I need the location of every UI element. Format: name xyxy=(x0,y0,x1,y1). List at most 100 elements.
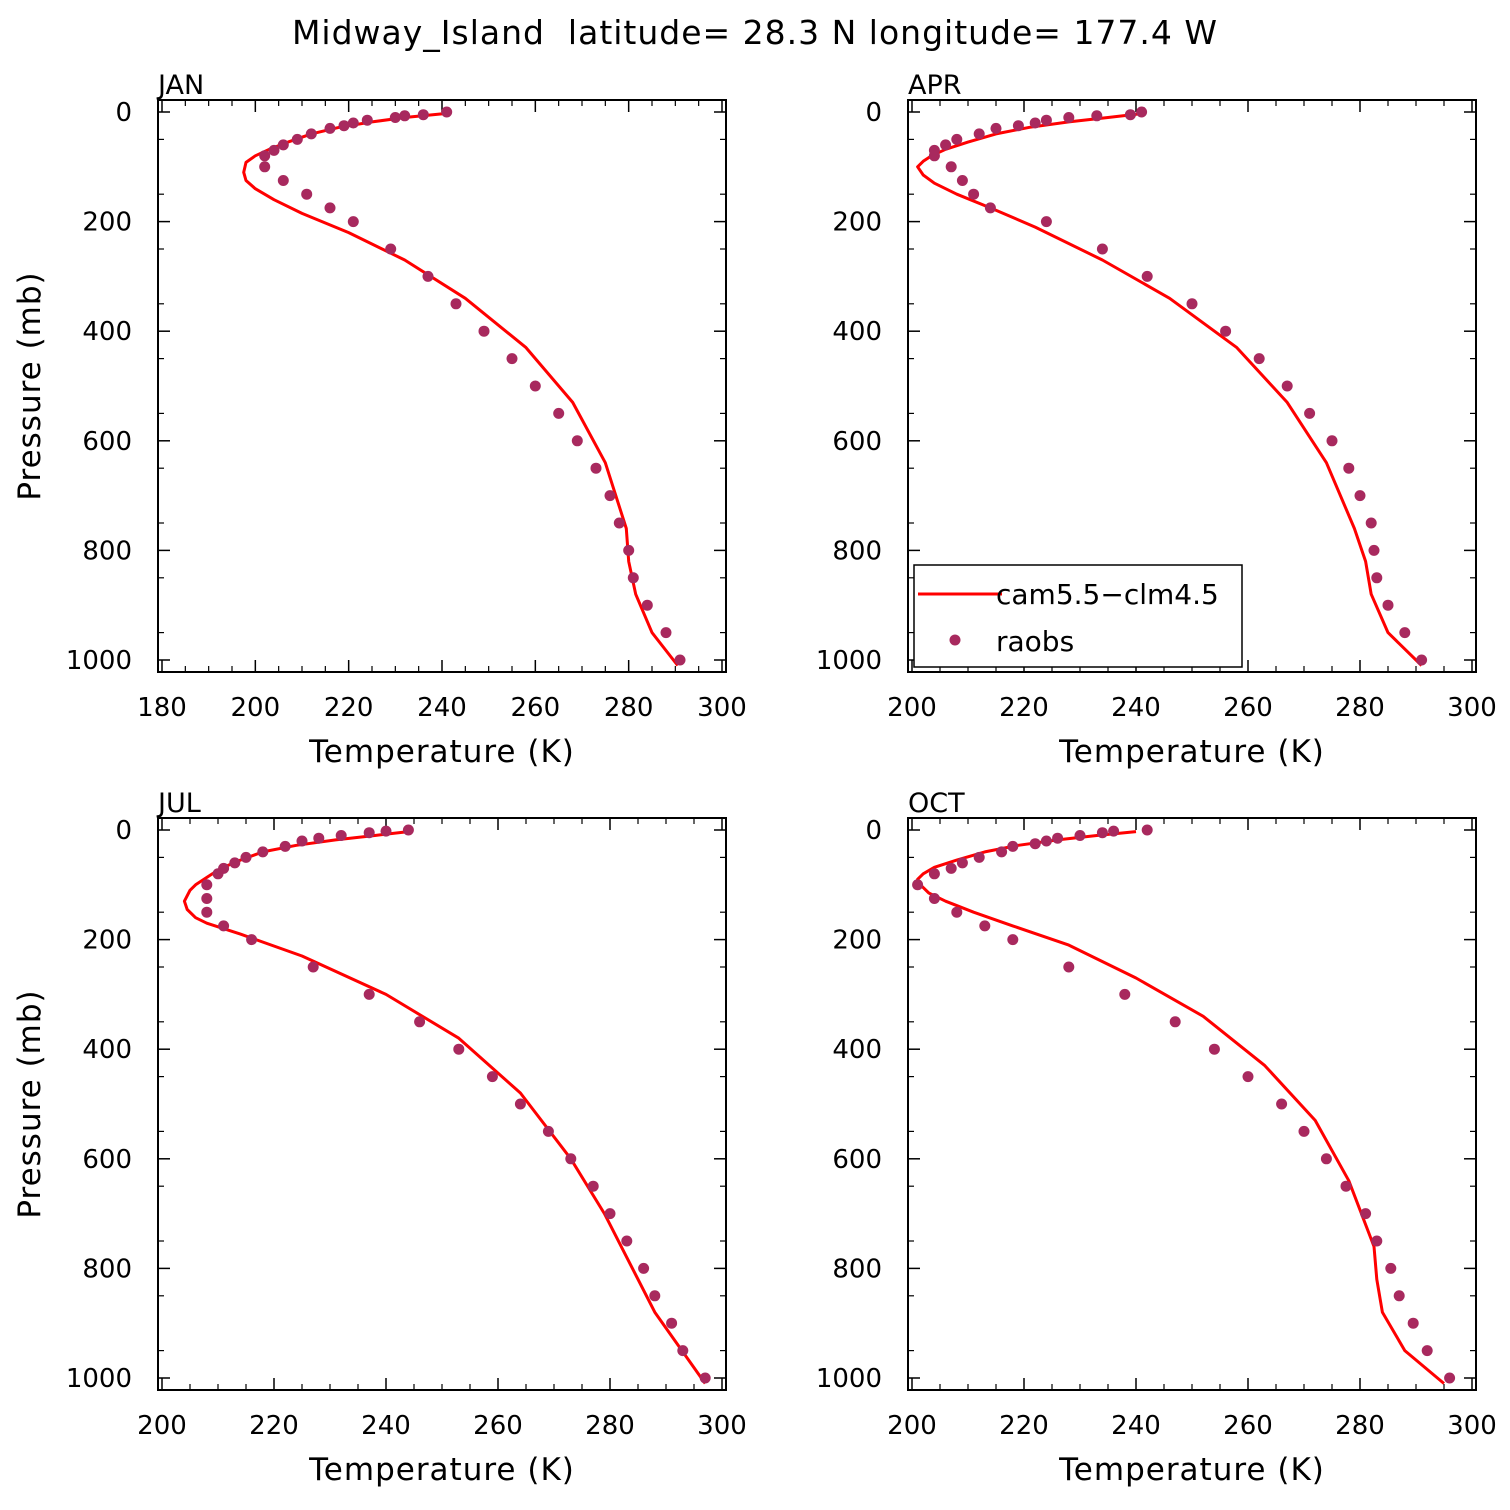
legend-dot-swatch xyxy=(949,634,961,646)
obs-point xyxy=(1298,1125,1310,1137)
obs-point xyxy=(201,893,213,904)
obs-point xyxy=(1242,1071,1254,1083)
legend-model-label: cam5.5−clm4.5 xyxy=(996,578,1219,611)
obs-point xyxy=(506,353,518,365)
obs-point xyxy=(912,879,924,891)
plot-frame xyxy=(157,99,727,673)
plot-frame xyxy=(907,817,1477,1391)
x-tick-label: 220 xyxy=(999,1411,1049,1441)
model-line xyxy=(916,830,1445,1385)
obs-point xyxy=(542,1125,554,1137)
obs-point xyxy=(1208,1043,1220,1055)
obs-point xyxy=(453,1043,465,1055)
obs-point xyxy=(259,161,271,173)
obs-point xyxy=(973,851,985,863)
y-tick-label: 1000 xyxy=(66,646,132,676)
obs-point xyxy=(604,1208,616,1220)
x-tick-label: 240 xyxy=(417,693,467,723)
obs-point xyxy=(979,920,991,932)
obs-point xyxy=(1220,325,1232,337)
obs-point xyxy=(277,139,289,151)
obs-point xyxy=(1029,838,1041,850)
obs-point xyxy=(565,1153,577,1165)
plot-data xyxy=(916,106,1428,667)
obs-point xyxy=(1393,1290,1405,1302)
obs-point xyxy=(277,175,289,186)
y-tick-label: 0 xyxy=(865,98,882,128)
obs-point xyxy=(380,825,392,837)
obs-point xyxy=(623,544,635,556)
obs-point xyxy=(335,830,347,841)
obs-point xyxy=(279,840,291,852)
y-axis-title: Pressure (mb) xyxy=(12,989,48,1218)
y-tick-label: 200 xyxy=(82,208,132,238)
obs-point xyxy=(1444,1372,1456,1384)
x-tick-label: 260 xyxy=(1223,693,1273,723)
obs-point xyxy=(1108,825,1120,837)
legend-box xyxy=(913,564,1243,668)
obs-point xyxy=(201,879,213,891)
y-tick-label: 0 xyxy=(115,816,132,846)
x-tick-label: 280 xyxy=(1335,693,1385,723)
obs-point xyxy=(212,868,224,880)
x-tick-label: 260 xyxy=(1223,1411,1273,1441)
obs-point xyxy=(1368,544,1380,556)
obs-point xyxy=(641,599,653,611)
obs-point xyxy=(291,133,303,145)
obs-point xyxy=(973,128,985,140)
y-tick-label: 400 xyxy=(82,317,132,347)
y-tick-label: 0 xyxy=(865,816,882,846)
obs-point xyxy=(1096,827,1108,839)
obs-point xyxy=(1399,627,1411,639)
panel-label: APR xyxy=(908,70,962,101)
obs-point xyxy=(660,627,672,639)
obs-point xyxy=(296,835,308,847)
obs-point xyxy=(385,243,397,255)
obs-point xyxy=(1253,353,1265,365)
y-tick-label: 800 xyxy=(82,1254,132,1284)
y-tick-label: 400 xyxy=(832,1035,882,1065)
obs-point xyxy=(313,832,325,844)
obs-point xyxy=(229,857,241,869)
x-tick-label: 280 xyxy=(1335,1411,1385,1441)
obs-point xyxy=(486,1071,498,1083)
obs-point xyxy=(649,1290,661,1302)
obs-point xyxy=(604,490,616,502)
obs-point xyxy=(928,150,940,162)
y-tick-label: 600 xyxy=(832,1145,882,1175)
obs-point xyxy=(347,216,359,228)
obs-point xyxy=(1040,835,1052,847)
x-tick-label: 300 xyxy=(1447,693,1497,723)
obs-point xyxy=(996,846,1008,858)
y-tick-label: 1000 xyxy=(816,646,882,676)
y-tick-label: 200 xyxy=(82,926,132,956)
obs-point xyxy=(1141,824,1153,836)
y-tick-label: 200 xyxy=(832,208,882,238)
obs-point xyxy=(218,920,230,932)
y-axis-title: Pressure (mb) xyxy=(12,271,48,500)
obs-point xyxy=(1407,1317,1419,1329)
obs-point xyxy=(1371,572,1383,584)
obs-point xyxy=(1119,988,1131,1000)
obs-point xyxy=(587,1180,599,1192)
obs-point xyxy=(956,857,968,869)
obs-point xyxy=(677,1345,689,1357)
obs-point xyxy=(363,988,375,1000)
obs-point xyxy=(1169,1016,1181,1028)
panel-label: OCT xyxy=(908,788,965,819)
x-tick-label: 240 xyxy=(361,1411,411,1441)
obs-point xyxy=(627,572,639,584)
obs-point xyxy=(338,120,350,132)
obs-point xyxy=(361,114,373,126)
obs-point xyxy=(347,117,359,129)
obs-point xyxy=(1124,109,1136,121)
legend: cam5.5−clm4.5 raobs xyxy=(913,564,1243,668)
x-tick-label: 220 xyxy=(999,693,1049,723)
x-tick-label: 200 xyxy=(887,1411,937,1441)
obs-point xyxy=(1052,832,1064,844)
x-axis-title: Temperature (K) xyxy=(308,1452,575,1488)
obs-point xyxy=(514,1098,526,1110)
